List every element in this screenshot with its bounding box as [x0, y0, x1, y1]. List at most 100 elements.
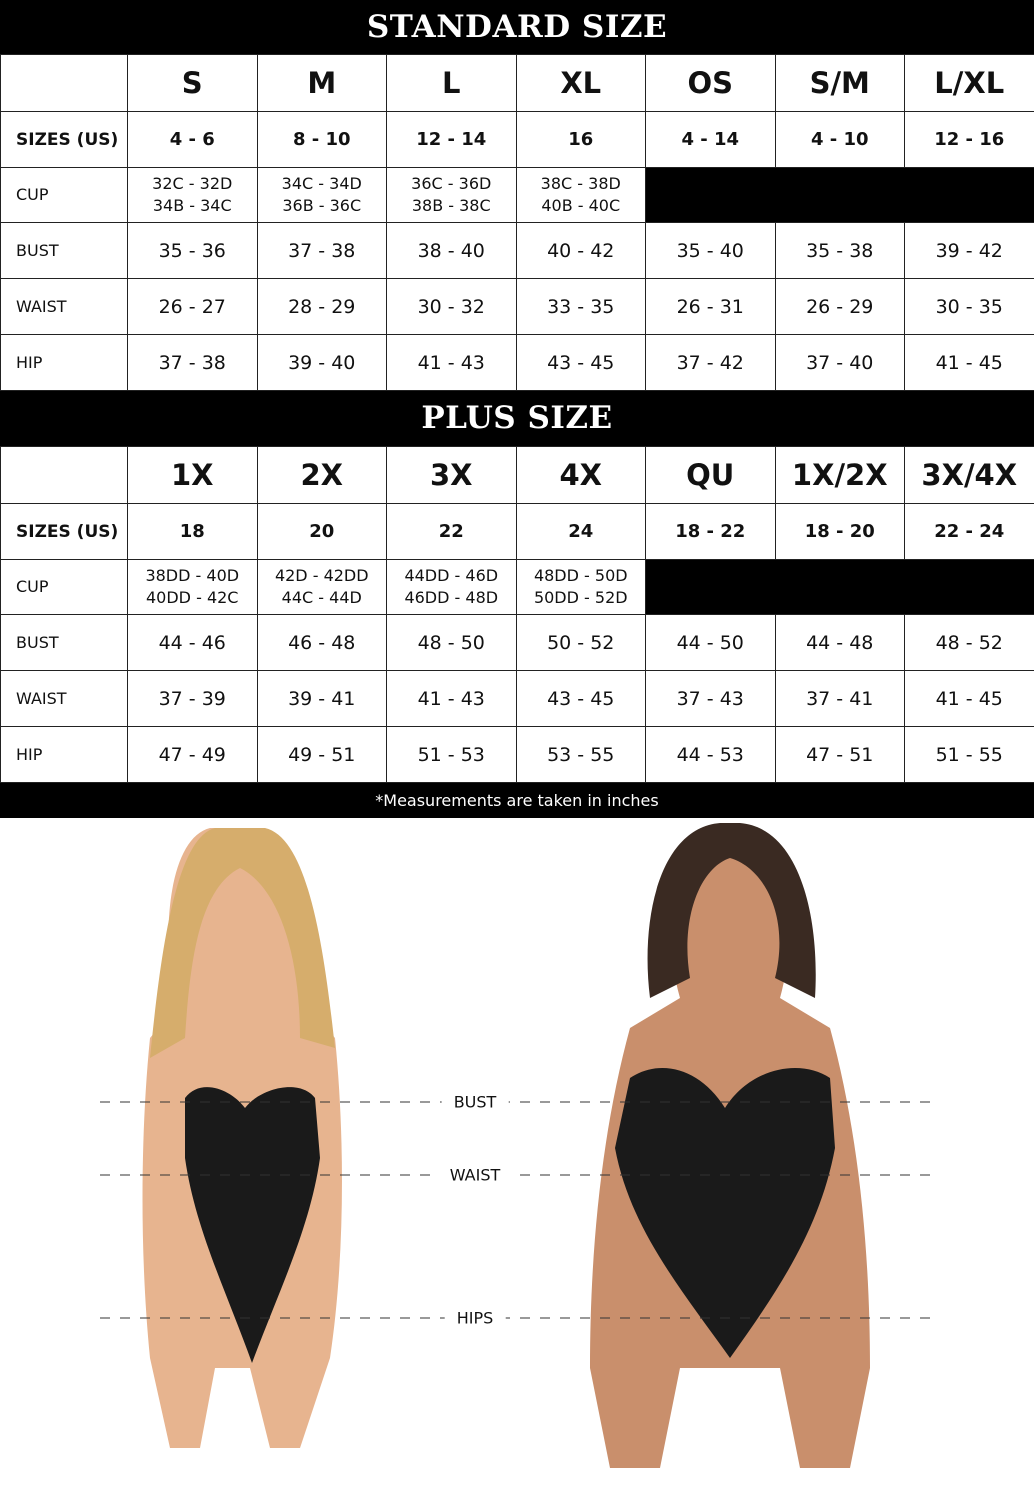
row-label: HIP — [0, 334, 128, 391]
measurement-cell: 48 - 50 — [386, 614, 517, 671]
measurement-cell: 26 - 31 — [645, 278, 776, 335]
table-row: SIZES (US) 18 20 22 24 18 - 22 18 - 20 22 - 24 — [0, 503, 1034, 560]
cup-value: 36C - 36D — [411, 174, 492, 193]
measurement-cell: 51 - 55 — [904, 726, 1034, 783]
measurement-cell: 37 - 38 — [127, 334, 258, 391]
row-label: HIP — [0, 726, 128, 783]
standard-model-figure — [142, 828, 342, 1448]
size-header: M — [256, 54, 387, 112]
hips-label: HIPS — [444, 1308, 506, 1328]
cup-value: 40DD - 42C — [146, 588, 239, 607]
measurement-cell: 37 - 43 — [645, 670, 776, 727]
cup-value: 48DD - 50D — [533, 566, 628, 585]
table-row: HIP 47 - 49 49 - 51 51 - 53 53 - 55 44 - 53 47… — [0, 726, 1034, 783]
cup-value: 32C - 32D — [152, 174, 233, 193]
measurement-cell: 47 - 49 — [127, 726, 258, 783]
model-illustration — [100, 823, 940, 1468]
row-label: WAIST — [0, 670, 128, 727]
measurement-cell: 24 — [515, 503, 646, 560]
cup-cell: 32C - 32D 34B - 34C — [127, 167, 258, 223]
measurement-cell: 44 - 46 — [127, 614, 258, 671]
measurement-cell: 47 - 51 — [774, 726, 905, 783]
measurement-cell: 49 - 51 — [256, 726, 387, 783]
size-header: 4X — [515, 446, 646, 504]
measurement-cell: 4 - 14 — [645, 111, 776, 168]
waist-label: WAIST — [437, 1165, 513, 1185]
row-label: WAIST — [0, 278, 128, 335]
measurement-cell: 41 - 45 — [904, 670, 1034, 727]
cup-value: 44DD - 46D — [404, 566, 499, 585]
table-row: BUST 35 - 36 37 - 38 38 - 40 40 - 42 35 - 40 3… — [0, 222, 1034, 279]
measurement-cell: 37 - 40 — [774, 334, 905, 391]
measurement-cell: 30 - 32 — [386, 278, 517, 335]
plus-size-table: 1X 2X 3X 4X QU 1X/2X 3X/4X SIZES (US) 18 20 22 24 18… — [0, 446, 1034, 783]
measurement-cell: 18 - 20 — [774, 503, 905, 560]
measurement-cell: 22 - 24 — [904, 503, 1034, 560]
measurement-cell: 41 - 45 — [904, 334, 1034, 391]
measurement-cell: 26 - 27 — [127, 278, 258, 335]
row-label: SIZES (US) — [0, 503, 128, 560]
table-row: WAIST 37 - 39 39 - 41 41 - 43 43 - 45 37 - 43… — [0, 670, 1034, 727]
cup-cell: 48DD - 50D 50DD - 52D — [515, 559, 646, 615]
row-label: BUST — [0, 614, 128, 671]
measurement-cell: 26 - 29 — [774, 278, 905, 335]
measurement-cell: 44 - 53 — [645, 726, 776, 783]
measurement-cell: 37 - 42 — [645, 334, 776, 391]
size-header-row: S M L XL OS S/M L/XL — [0, 54, 1034, 112]
size-header: 1X/2X — [774, 446, 905, 504]
size-header-row: 1X 2X 3X 4X QU 1X/2X 3X/4X — [0, 446, 1034, 504]
measurement-cell: 30 - 35 — [904, 278, 1034, 335]
measurement-cell: 37 - 41 — [774, 670, 905, 727]
cup-value: 50DD - 52D — [533, 588, 628, 607]
cup-value: 34B - 34C — [152, 196, 232, 215]
measurement-cell: 33 - 35 — [515, 278, 646, 335]
cup-value: 44C - 44D — [281, 588, 362, 607]
cup-value: 38B - 38C — [411, 196, 491, 215]
measurement-cell: 37 - 38 — [256, 222, 387, 279]
measurement-cell: 50 - 52 — [515, 614, 646, 671]
cup-na-block — [645, 559, 1034, 615]
size-header: L — [386, 54, 517, 112]
measurement-cell: 18 - 22 — [645, 503, 776, 560]
size-header: 3X — [386, 446, 517, 504]
table-row: HIP 37 - 38 39 - 40 41 - 43 43 - 45 37 - 42 37… — [0, 334, 1034, 391]
cup-value: 40B - 40C — [541, 196, 621, 215]
size-header: S — [127, 54, 258, 112]
row-label: CUP — [0, 167, 128, 223]
measurement-footnote: *Measurements are taken in inches — [0, 783, 1034, 818]
size-header: 3X/4X — [904, 446, 1034, 504]
measurement-cell: 18 — [127, 503, 258, 560]
size-header — [0, 446, 128, 504]
measurement-cell: 43 - 45 — [515, 670, 646, 727]
table-row: CUP 32C - 32D 34B - 34C 34C - 34D 36B - 36C 3… — [0, 167, 1034, 223]
measurement-cell: 41 - 43 — [386, 670, 517, 727]
size-header — [0, 54, 128, 112]
measurement-cell: 4 - 6 — [127, 111, 258, 168]
measurement-cell: 51 - 53 — [386, 726, 517, 783]
measurement-cell: 48 - 52 — [904, 614, 1034, 671]
measurement-cell: 39 - 42 — [904, 222, 1034, 279]
measurement-cell: 41 - 43 — [386, 334, 517, 391]
cup-cell: 34C - 34D 36B - 36C — [256, 167, 387, 223]
table-row: WAIST 26 - 27 28 - 29 30 - 32 33 - 35 26 - 31… — [0, 278, 1034, 335]
cup-value: 38DD - 40D — [145, 566, 240, 585]
table-row: BUST 44 - 46 46 - 48 48 - 50 50 - 52 44 - 50 4… — [0, 614, 1034, 671]
cup-value: 46DD - 48D — [404, 588, 499, 607]
measurement-cell: 28 - 29 — [256, 278, 387, 335]
measurement-cell: 53 - 55 — [515, 726, 646, 783]
cup-na-block — [645, 167, 1034, 223]
measurement-cell: 44 - 48 — [774, 614, 905, 671]
row-label: CUP — [0, 559, 128, 615]
size-header: L/XL — [904, 54, 1034, 112]
cup-cell: 36C - 36D 38B - 38C — [386, 167, 517, 223]
cup-value: 42D - 42DD — [274, 566, 369, 585]
measurement-cell: 40 - 42 — [515, 222, 646, 279]
size-header: QU — [645, 446, 776, 504]
measurement-cell: 39 - 40 — [256, 334, 387, 391]
measurement-cell: 43 - 45 — [515, 334, 646, 391]
measurement-cell: 35 - 36 — [127, 222, 258, 279]
measurement-cell: 12 - 16 — [904, 111, 1034, 168]
measurement-cell: 4 - 10 — [774, 111, 905, 168]
